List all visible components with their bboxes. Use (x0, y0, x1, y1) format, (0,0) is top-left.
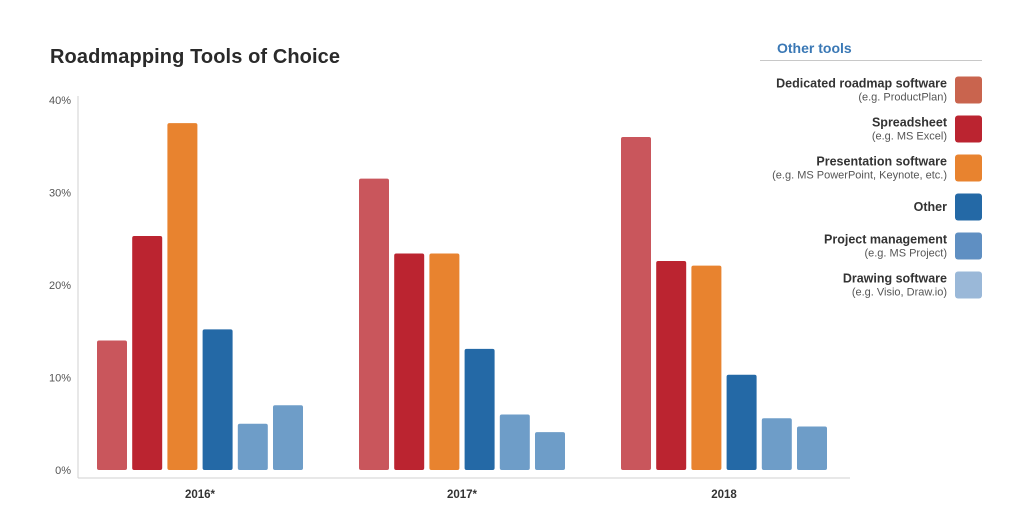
legend-item: Drawing software (e.g. Visio, Draw.io) (760, 265, 982, 304)
bar-2018-project-management (761, 418, 792, 470)
legend-swatch (955, 271, 982, 298)
y-tick-label: 0% (55, 465, 71, 477)
x-tick-label: 2017* (447, 489, 478, 501)
legend-heading: Other tools (760, 40, 982, 61)
bar-2017-dedicated-roadmap-software (359, 178, 389, 470)
legend-item: Presentation software (e.g. MS PowerPoint… (760, 148, 982, 187)
legend-text: Presentation software (e.g. MS PowerPoint… (772, 154, 947, 181)
bar-2016-drawing-software (273, 405, 303, 470)
legend-text: Spreadsheet (e.g. MS Excel) (872, 115, 947, 142)
bar-2018-drawing-software (797, 426, 827, 470)
legend-sublabel: (e.g. MS Project) (864, 247, 947, 259)
bar-2018-presentation-software (691, 265, 722, 470)
bar-2017-spreadsheet (394, 253, 425, 470)
legend-label: Project management (824, 232, 947, 246)
legend-item: Dedicated roadmap software (e.g. ProductP… (760, 70, 982, 109)
legend-sublabel: (e.g. ProductPlan) (858, 91, 947, 103)
y-tick-label: 20% (49, 280, 71, 292)
y-tick-label: 10% (49, 373, 71, 385)
legend-item: Project management (e.g. MS Project) (760, 226, 982, 265)
legend-item: Other (760, 187, 982, 226)
bar-2018-spreadsheet (656, 260, 687, 470)
legend-swatch (955, 154, 982, 181)
legend-swatch (955, 193, 982, 220)
legend-sublabel: (e.g. MS Excel) (871, 130, 947, 142)
legend-swatch (955, 115, 982, 142)
legend-label: Drawing software (842, 271, 947, 285)
legend-item: Spreadsheet (e.g. MS Excel) (760, 109, 982, 148)
bar-2016-other (202, 329, 233, 470)
legend-label: Spreadsheet (871, 115, 947, 129)
legend-label: Dedicated roadmap software (776, 76, 947, 90)
legend-text: Other (914, 200, 947, 214)
legend-swatch (955, 232, 982, 259)
bar-2017-presentation-software (429, 253, 460, 470)
bar-2016-presentation-software (167, 123, 198, 470)
chart-title: Roadmapping Tools of Choice (50, 46, 341, 68)
y-tick-label: 30% (49, 188, 71, 200)
legend-text: Project management (e.g. MS Project) (824, 232, 947, 259)
legend-label: Presentation software (816, 154, 947, 168)
legend-sublabel: (e.g. MS PowerPoint, Keynote, etc.) (772, 169, 947, 181)
y-tick-label: 40% (49, 95, 71, 107)
bar-2016-project-management (237, 423, 268, 470)
legend-swatch (955, 76, 982, 103)
axes: 0% 10% 20% 30% 40% 2016* 2017* 2018 (49, 95, 850, 501)
bar-2018-other (726, 374, 757, 470)
bar-2018-dedicated-roadmap-software (621, 137, 651, 470)
bar-2016-spreadsheet (132, 235, 163, 470)
legend: Other tools Dedicated roadmap software (e… (760, 40, 982, 304)
bar-2016-dedicated-roadmap-software (97, 340, 127, 470)
bar-2017-project-management (499, 414, 530, 470)
bar-2017-drawing-software (535, 432, 565, 470)
legend-text: Drawing software (e.g. Visio, Draw.io) (843, 271, 947, 298)
x-tick-label: 2016* (185, 489, 216, 501)
bars (97, 123, 827, 470)
legend-label: Other (913, 199, 947, 214)
x-tick-label: 2018 (711, 489, 737, 501)
legend-sublabel: (e.g. Visio, Draw.io) (851, 286, 947, 298)
bar-2017-other (464, 348, 495, 470)
legend-text: Dedicated roadmap software (e.g. ProductP… (776, 76, 947, 103)
